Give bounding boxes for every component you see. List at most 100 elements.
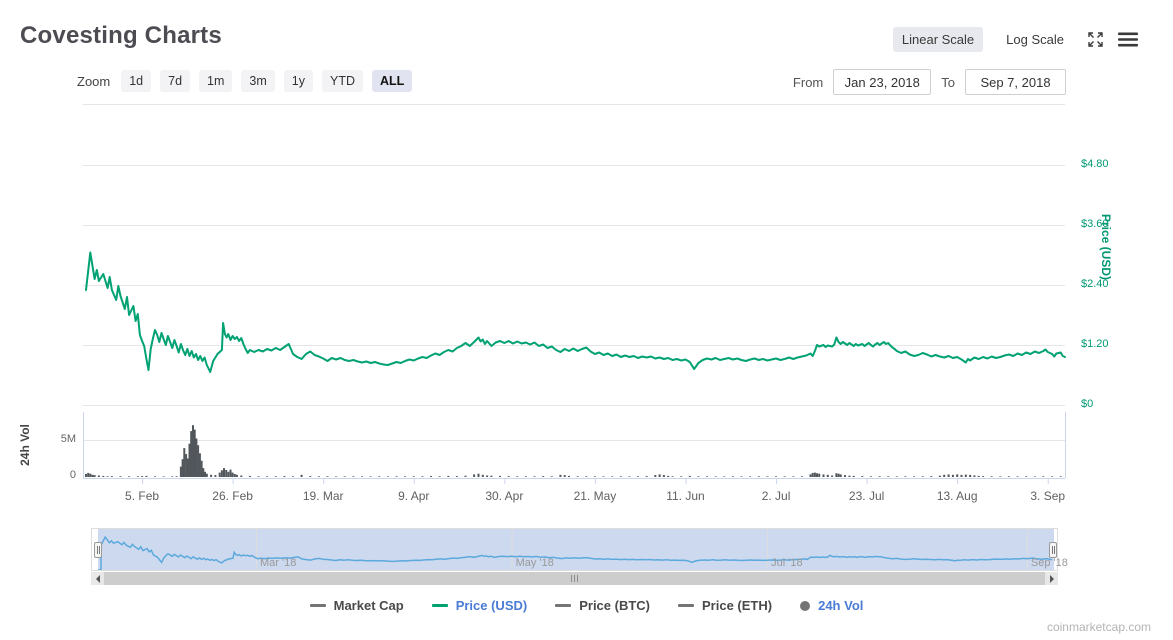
price-tick-label: $1.20 (1081, 338, 1109, 350)
navigator-left-handle[interactable] (94, 542, 102, 558)
volume-bar (93, 475, 96, 477)
volume-bar (464, 475, 467, 477)
volume-bar (800, 476, 803, 477)
volume-bar (218, 472, 221, 477)
volume-bar (869, 476, 872, 477)
price-tick-label: $4.80 (1081, 158, 1109, 170)
linear-scale-button[interactable]: Linear Scale (892, 27, 984, 52)
zoom-button-1y[interactable]: 1y (283, 70, 313, 92)
legend-item-price-eth[interactable]: Price (ETH) (678, 598, 772, 613)
volume-bar (844, 475, 846, 477)
volume-bar (204, 471, 206, 477)
legend-label: Price (BTC) (579, 598, 651, 613)
legend-item-market-cap[interactable]: Market Cap (309, 598, 404, 613)
volume-bar (473, 474, 476, 477)
zoom-button-ytd[interactable]: YTD (322, 70, 363, 92)
volume-bar (913, 476, 916, 477)
volume-bar (982, 476, 985, 477)
volume-bar (430, 476, 432, 477)
price-tick-label: $2.40 (1081, 278, 1109, 290)
from-date-input[interactable] (833, 69, 932, 95)
zoom-button-7d[interactable]: 7d (160, 70, 191, 92)
volume-bar (999, 476, 1002, 477)
legend-item-price-usd[interactable]: Price (USD) (431, 598, 527, 613)
scrollbar-right-arrow[interactable] (1045, 572, 1058, 585)
volume-bar (438, 476, 441, 477)
volume-bar (740, 476, 743, 477)
volume-bar (154, 476, 156, 477)
volume-bar (235, 474, 238, 477)
volume-bar (697, 476, 700, 477)
volume-bar (214, 475, 217, 477)
right-triangle-icon (1049, 574, 1054, 583)
volume-bar (97, 475, 100, 477)
menu-icon[interactable] (1118, 32, 1138, 47)
volume-bar (619, 476, 622, 477)
volume-bar (818, 473, 821, 477)
volume-bar (723, 476, 726, 477)
volume-bar (343, 476, 346, 477)
to-date-input[interactable] (965, 69, 1066, 95)
volume-bar (960, 474, 963, 477)
volume-bar (887, 476, 890, 477)
zoom-button-3m[interactable]: 3m (241, 70, 275, 92)
volume-bar (229, 469, 232, 477)
chart-plot-area[interactable] (0, 0, 1173, 525)
volume-bar (766, 476, 769, 477)
volume-bar (563, 475, 566, 477)
volume-bar (195, 438, 198, 477)
scrollbar-thumb[interactable] (104, 572, 1045, 585)
expand-icon[interactable] (1087, 31, 1104, 48)
volume-bar (792, 476, 795, 477)
volume-bar (585, 476, 588, 477)
volume-bar (274, 476, 277, 477)
navigator-selected-range[interactable] (98, 529, 1054, 570)
zoom-button-1d[interactable]: 1d (121, 70, 152, 92)
legend-label: 24h Vol (818, 598, 864, 613)
legend-item-price-btc[interactable]: Price (BTC) (555, 598, 650, 613)
volume-bar (956, 474, 959, 477)
volume-bar (990, 476, 993, 477)
volume-bar (412, 476, 415, 477)
price-tick-label: $3.60 (1081, 218, 1109, 230)
price-usd-line-icon (431, 604, 448, 607)
volume-bar (973, 475, 976, 477)
chart-navigator[interactable]: Mar '18 May '18 Jul '18 Sep '18 (91, 528, 1068, 571)
volume-bar (904, 476, 907, 477)
log-scale-button[interactable]: Log Scale (997, 27, 1073, 52)
x-axis-label: 9. Apr (398, 489, 430, 503)
volume-bar (1007, 476, 1010, 477)
volume-bar (706, 476, 708, 477)
price-usd-line (85, 251, 1066, 373)
volume-bar (257, 476, 260, 477)
volume-bar (233, 474, 236, 477)
left-triangle-icon (95, 574, 100, 583)
navigator-right-handle[interactable] (1049, 542, 1057, 558)
volume-bar (688, 475, 691, 477)
volume-bar (447, 475, 450, 477)
legend-item-24h-vol[interactable]: 24h Vol (800, 598, 863, 613)
navigator-date-label: Sep '18 (1030, 557, 1068, 569)
volume-dot-icon (800, 600, 811, 611)
volume-bar (352, 476, 355, 477)
volume-bar (200, 460, 203, 477)
volume-bar (202, 468, 205, 477)
volume-bar (645, 476, 648, 477)
volume-bar (671, 476, 674, 477)
chart-scrollbar[interactable] (91, 572, 1058, 585)
volume-bar (292, 476, 294, 477)
volume-bar (826, 474, 829, 477)
zoom-button-all[interactable]: ALL (372, 70, 413, 92)
price-axis-title: Price (USD) (1098, 213, 1113, 281)
volume-bar (102, 475, 105, 477)
zoom-controls: Zoom 1d 7d 1m 3m 1y YTD ALL (77, 70, 413, 92)
volume-bar (193, 429, 196, 477)
volume-bar (223, 468, 225, 477)
scrollbar-left-arrow[interactable] (91, 572, 104, 585)
volume-bar (110, 476, 113, 477)
navigator-date-label: Jul '18 (771, 557, 803, 569)
zoom-button-1m[interactable]: 1m (199, 70, 233, 92)
volume-bar (611, 476, 614, 477)
volume-bar (481, 474, 484, 477)
volume-bar (85, 474, 87, 477)
